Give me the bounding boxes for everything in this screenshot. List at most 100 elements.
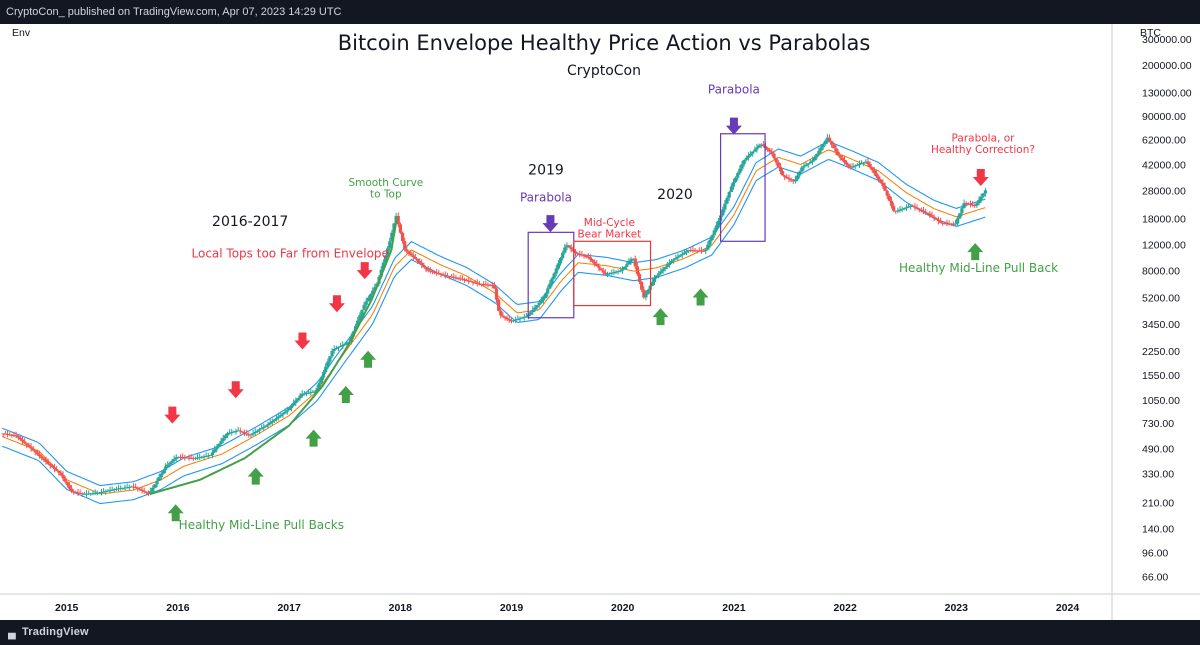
candle-body — [678, 255, 682, 257]
candle-body — [185, 457, 189, 459]
candle-body — [400, 232, 405, 242]
candle-body — [558, 258, 563, 264]
candle-body — [904, 207, 909, 209]
candle-body — [968, 203, 973, 205]
y-tick-label: 3450.00 — [1142, 319, 1180, 331]
candle-body — [815, 154, 819, 158]
candle-body — [825, 137, 830, 141]
candle-body — [247, 434, 251, 436]
candle-body — [200, 456, 204, 458]
candle-body — [874, 173, 879, 177]
candle-body — [740, 164, 744, 169]
candle-body — [885, 190, 889, 196]
candle-body — [89, 493, 93, 495]
candle-body — [945, 223, 949, 225]
tradingview-logo-icon: ▄ — [8, 627, 16, 639]
candle-body — [253, 431, 257, 434]
y-tick-label: 2250.00 — [1142, 346, 1180, 358]
candle-body — [751, 151, 755, 154]
green-up-arrow-icon — [247, 467, 264, 485]
candle-body — [962, 203, 966, 209]
candle-body — [518, 318, 522, 320]
candle-body — [292, 403, 296, 406]
candle-body — [415, 258, 420, 261]
publisher-bar: CryptoCon_ published on TradingView.com,… — [0, 0, 1200, 24]
brand-name[interactable]: TradingView — [22, 626, 89, 638]
candle-body — [941, 222, 945, 224]
candle-body — [663, 267, 667, 270]
candle-body — [12, 434, 16, 436]
price-chart: 300000.00 200000.00 130000.00 90000.00 62000… — [0, 24, 1200, 620]
candle-body — [149, 491, 153, 494]
candle-body — [151, 487, 155, 492]
candle-body — [900, 208, 904, 210]
candle-body — [975, 203, 979, 206]
candle-body — [398, 224, 403, 233]
candle-body — [522, 316, 526, 318]
candle-body — [161, 470, 166, 474]
red-down-arrow-icon — [227, 381, 244, 399]
candle-body — [277, 416, 281, 418]
candle-body — [533, 307, 537, 310]
candle-body — [35, 452, 40, 455]
candle-body — [693, 250, 697, 252]
candle-body — [447, 276, 452, 278]
candle-body — [59, 472, 63, 475]
candle-body — [206, 455, 210, 457]
candle-body — [257, 429, 262, 431]
candle-body — [680, 253, 684, 256]
x-tick-label: 2023 — [945, 602, 969, 614]
candle-body — [467, 280, 471, 282]
candle-body — [63, 478, 67, 482]
candle-body — [334, 347, 338, 349]
candle-body — [870, 167, 874, 171]
red-down-arrow-icon — [164, 406, 181, 424]
candle-body — [458, 278, 462, 280]
candle-body — [219, 441, 223, 444]
candle-body — [313, 391, 317, 393]
candle-body — [661, 269, 665, 272]
candle-body — [407, 251, 411, 254]
candle-body — [144, 491, 148, 493]
candle-body — [561, 252, 565, 259]
candle-body — [46, 461, 50, 464]
candle-body — [736, 173, 740, 178]
y-tick-label: 42000.00 — [1142, 159, 1186, 171]
candle-body — [672, 259, 676, 261]
candle-body — [462, 279, 467, 281]
candle-body — [979, 196, 983, 200]
candle-body — [674, 258, 678, 260]
annotation-text: Smooth Curve — [348, 177, 423, 189]
candle-body — [902, 208, 906, 210]
candle-body — [245, 433, 249, 435]
annotation-text: Healthy Correction? — [931, 144, 1035, 156]
candle-body — [251, 433, 255, 435]
chart-title: Bitcoin Envelope Healthy Price Action vs… — [338, 31, 871, 55]
candle-body — [262, 426, 266, 429]
candle-body — [729, 186, 733, 193]
candle-body — [770, 151, 774, 154]
currency-label: BTC — [1140, 27, 1161, 39]
candle-body — [657, 273, 661, 276]
candle-body — [936, 219, 941, 222]
candle-body — [738, 168, 742, 174]
candle-body — [240, 431, 245, 433]
candle-body — [72, 491, 76, 493]
y-tick-label: 730.00 — [1142, 418, 1174, 430]
red-down-arrow-icon — [294, 332, 311, 350]
candle-body — [725, 197, 729, 204]
candle-body — [578, 253, 582, 255]
candle-body — [202, 456, 206, 458]
candle-body — [949, 223, 953, 225]
candle-body — [552, 273, 556, 279]
candle-body — [808, 161, 812, 164]
candle-body — [629, 259, 633, 262]
y-tick-label: 1050.00 — [1142, 395, 1180, 407]
candle-body — [285, 410, 289, 412]
candle-body — [210, 452, 215, 456]
candle-body — [714, 225, 718, 231]
green-up-arrow-icon — [652, 308, 669, 326]
candle-body — [279, 414, 283, 417]
candle-body — [872, 170, 876, 174]
candle-body — [546, 288, 550, 294]
